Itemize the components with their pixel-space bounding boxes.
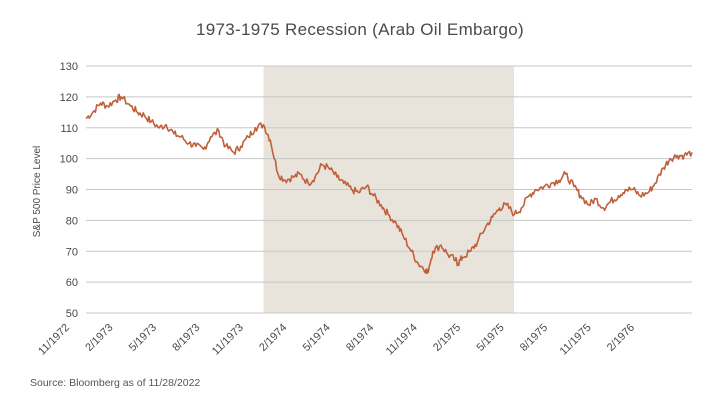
y-tick-label: 100 bbox=[60, 154, 78, 166]
x-tick-label: 8/1975 bbox=[518, 322, 550, 354]
x-tick-label: 2/1976 bbox=[605, 322, 637, 354]
x-tick-label: 2/1974 bbox=[257, 322, 289, 354]
x-axis-ticks: 11/1972 2/1973 5/1973 8/1973 11/1973 2/1974 5/… bbox=[36, 322, 637, 358]
x-tick-label: 8/1974 bbox=[344, 322, 376, 354]
y-tick-label: 90 bbox=[66, 185, 78, 197]
y-axis-label: S&P 500 Price Level bbox=[32, 146, 43, 238]
y-axis-ticks: 130 120 110 100 90 80 70 60 50 bbox=[60, 61, 78, 320]
chart-title: 1973-1975 Recession (Arab Oil Embargo) bbox=[196, 20, 524, 39]
y-tick-label: 80 bbox=[66, 215, 78, 227]
y-tick-label: 70 bbox=[66, 246, 78, 258]
x-tick-label: 2/1975 bbox=[431, 322, 463, 354]
x-tick-label: 2/1973 bbox=[83, 322, 115, 354]
x-tick-label: 5/1975 bbox=[474, 322, 506, 354]
y-tick-label: 110 bbox=[60, 123, 78, 135]
x-tick-label: 11/1972 bbox=[36, 322, 72, 358]
y-tick-label: 120 bbox=[60, 92, 78, 104]
x-tick-label: 11/1973 bbox=[210, 322, 246, 358]
x-tick-label: 8/1973 bbox=[170, 322, 202, 354]
y-tick-label: 50 bbox=[66, 308, 78, 320]
x-tick-label: 11/1975 bbox=[558, 322, 594, 358]
source-note: Source: Bloomberg as of 11/28/2022 bbox=[30, 377, 201, 389]
x-tick-label: 5/1974 bbox=[301, 322, 333, 354]
x-tick-label: 5/1973 bbox=[127, 322, 159, 354]
sp500-price-line bbox=[85, 93, 693, 275]
y-tick-label: 60 bbox=[66, 277, 78, 289]
gridlines bbox=[86, 65, 692, 314]
x-tick-label: 11/1974 bbox=[384, 322, 420, 358]
y-tick-label: 130 bbox=[60, 61, 78, 73]
